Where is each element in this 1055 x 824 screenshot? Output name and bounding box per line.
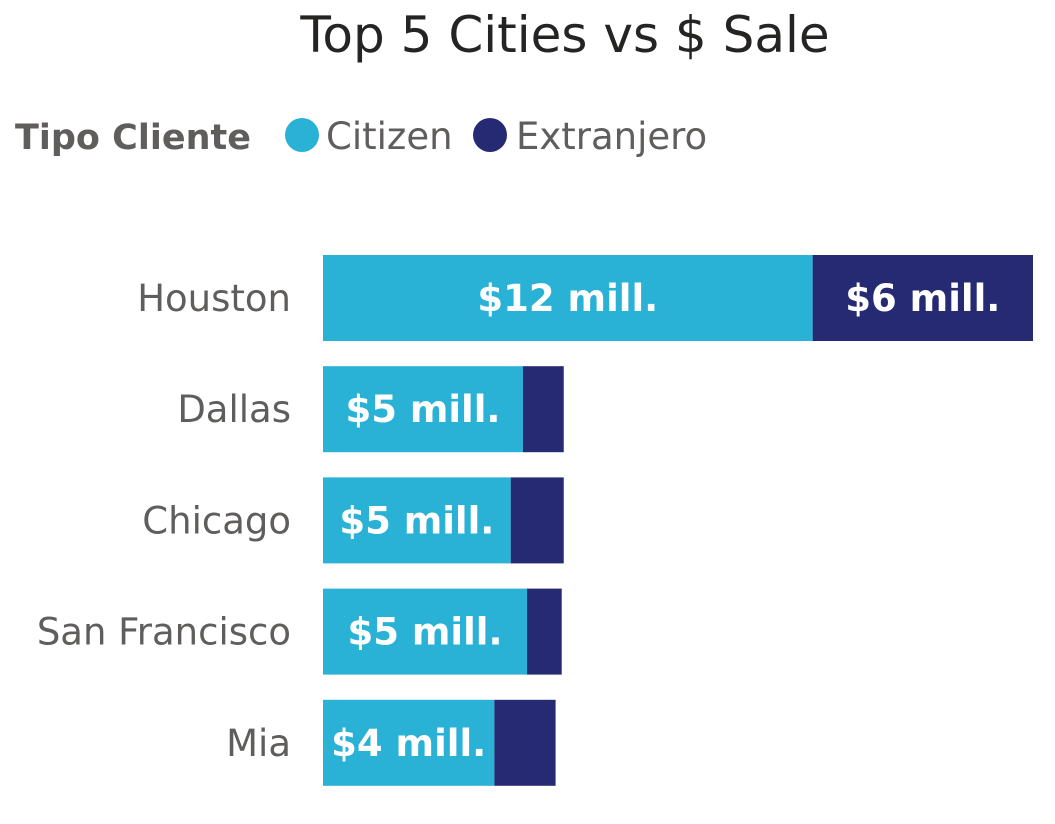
chart-title: Top 5 Cities vs $ Sale xyxy=(299,6,829,64)
data-label: $5 mill. xyxy=(339,499,494,542)
legend-label-citizen: Citizen xyxy=(326,115,453,158)
data-label: $4 mill. xyxy=(331,722,486,765)
legend-marker-extranjero xyxy=(473,118,507,152)
category-label: Houston xyxy=(137,277,291,320)
legend: Tipo Cliente Citizen Extranjero xyxy=(15,115,707,158)
bar-citizen[interactable] xyxy=(323,366,523,453)
category-label: Dallas xyxy=(177,388,291,431)
bar-citizen[interactable] xyxy=(323,255,813,341)
category-label: San Francisco xyxy=(37,611,291,654)
bars-layer: Houston $12 mill. $6 mill. Dallas $5 mill. Ch… xyxy=(37,255,1033,786)
bar-citizen[interactable] xyxy=(323,699,495,786)
bar-citizen[interactable] xyxy=(323,477,511,564)
bar-extranjero[interactable] xyxy=(812,255,1033,341)
data-label: $5 mill. xyxy=(345,388,500,431)
bar-citizen[interactable] xyxy=(323,588,528,675)
bar-extranjero[interactable] xyxy=(510,477,564,564)
bar-extranjero[interactable] xyxy=(527,588,562,675)
legend-label-extranjero: Extranjero xyxy=(516,115,707,158)
bar-extranjero[interactable] xyxy=(494,699,556,786)
legend-title: Tipo Cliente xyxy=(15,118,251,158)
legend-marker-citizen xyxy=(285,118,319,152)
data-label: $6 mill. xyxy=(845,277,1000,320)
category-label: Mia xyxy=(226,722,291,765)
bar-extranjero[interactable] xyxy=(522,366,564,453)
category-label: Chicago xyxy=(142,499,291,542)
data-label: $5 mill. xyxy=(347,611,502,654)
data-label: $12 mill. xyxy=(477,277,658,320)
